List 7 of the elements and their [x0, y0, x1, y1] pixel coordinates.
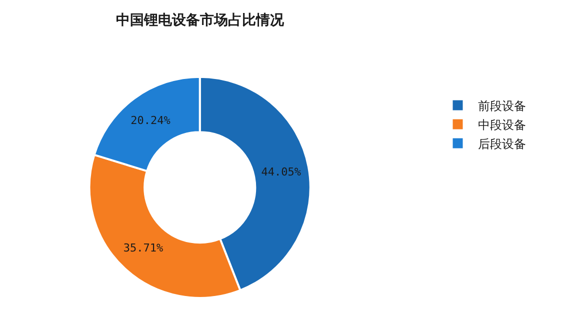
legend-label: 中段设备 — [478, 118, 526, 132]
legend-label: 前段设备 — [478, 98, 526, 113]
data-label: 35.71% — [123, 242, 164, 255]
legend-label: 后段设备 — [478, 136, 526, 151]
chart-title: 中国锂电设备市场占比情况 — [116, 12, 285, 29]
data-label: 20.24% — [130, 114, 171, 128]
data-label: 44.05% — [261, 165, 302, 178]
